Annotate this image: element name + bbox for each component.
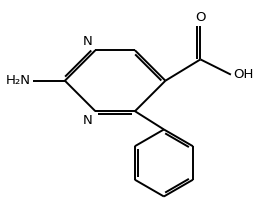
Text: O: O [195, 11, 206, 24]
Text: N: N [83, 35, 93, 48]
Text: H₂N: H₂N [6, 74, 30, 87]
Text: N: N [83, 114, 93, 127]
Text: OH: OH [233, 68, 254, 81]
